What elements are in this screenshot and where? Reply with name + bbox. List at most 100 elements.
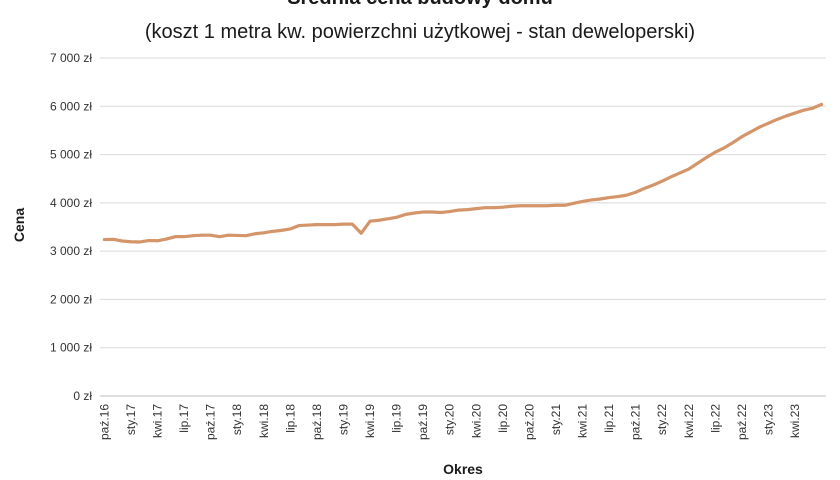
data-point [138,240,142,244]
data-point [474,207,478,211]
data-point [722,146,726,150]
data-point [235,234,239,237]
x-tick-label: paź.19 [416,404,430,440]
data-point [651,183,655,187]
data-point [802,108,806,112]
data-point [457,208,460,212]
data-point [510,204,514,208]
data-point [696,161,700,165]
x-tick-label: sty.20 [443,404,457,435]
data-point [572,201,576,205]
data-point [173,235,177,239]
x-tick-label: kwi.22 [682,404,696,438]
data-point [811,106,815,110]
data-point [466,208,469,212]
data-point [528,204,531,208]
data-point [581,200,584,203]
data-point [288,227,292,231]
data-point [554,203,558,207]
y-tick-label: 3 000 zł [50,244,92,258]
data-point [200,233,204,237]
x-tick-label: kwi.18 [257,404,271,438]
data-point [253,232,257,236]
x-tick-label: sty.17 [124,404,138,435]
x-tick-label: paź.17 [204,404,218,440]
data-point [271,229,275,233]
y-tick-label: 4 000 zł [50,196,92,210]
data-point [793,111,797,115]
y-tick-label: 7 000 zł [50,51,92,65]
data-point [218,235,221,239]
data-point [111,237,115,241]
data-point [448,210,452,213]
data-point [430,210,434,214]
y-axis-label: Cena [11,208,27,242]
x-tick-label: sty.21 [549,404,563,435]
data-point [545,204,549,208]
x-tick-label: lip.19 [390,404,404,433]
data-point [669,175,673,179]
data-point [156,239,159,243]
data-point [589,198,593,202]
data-point [226,233,230,237]
data-point [616,195,620,198]
x-tick-label: lip.18 [283,404,297,433]
data-point [483,206,487,210]
data-point [147,239,151,242]
x-tick-label: kwi.17 [151,404,165,438]
chart-title: Średnia cena budowy domu [287,0,553,9]
y-tick-label: 1 000 zł [50,341,92,355]
series-line [102,102,824,244]
data-point [563,203,567,207]
data-point [262,231,266,235]
data-point [758,125,761,129]
x-tick-label: paź.20 [522,404,536,440]
data-point [767,121,770,125]
data-point [182,235,186,239]
data-point [784,114,788,118]
data-point [731,141,735,144]
y-tick-label: 6 000 zł [50,99,92,113]
data-point [350,222,354,226]
data-point [625,193,629,197]
data-point [280,228,283,232]
data-point [775,117,779,121]
x-tick-label: lip.17 [177,404,191,433]
data-point [333,223,337,226]
data-point [395,215,398,219]
data-point [421,210,425,214]
data-point [740,135,744,139]
data-point [103,238,106,241]
y-tick-label: 2 000 zł [50,292,92,306]
data-point [306,223,310,227]
x-tick-label: paź.21 [629,404,643,440]
data-point [536,204,540,208]
data-point [209,233,213,237]
data-point [244,234,248,238]
data-point [678,171,682,175]
x-tick-label: lip.22 [708,404,722,433]
data-point [519,204,522,208]
data-point [342,222,345,226]
y-tick-label: 5 000 zł [50,148,92,162]
data-point [297,224,301,227]
data-point [660,179,664,183]
x-tick-label: sty.19 [336,404,350,435]
data-point [501,205,505,209]
x-tick-label: kwi.19 [363,404,377,438]
y-axis-ticks: 0 zł 1 000 zł 2 000 zł 3 000 zł 4 000 zł 5 00… [50,51,92,403]
x-tick-label: paź.16 [97,404,111,440]
x-axis-label: Okres [443,461,483,477]
data-point [129,240,133,244]
data-point [439,211,443,214]
x-tick-label: lip.21 [602,404,616,433]
data-point [315,223,319,226]
x-tick-label: kwi.21 [576,404,590,438]
data-point [377,218,381,222]
data-point [705,156,708,159]
gridlines [100,57,826,397]
data-point [643,186,646,190]
x-tick-label: kwi.20 [469,404,483,438]
data-point [165,237,168,241]
